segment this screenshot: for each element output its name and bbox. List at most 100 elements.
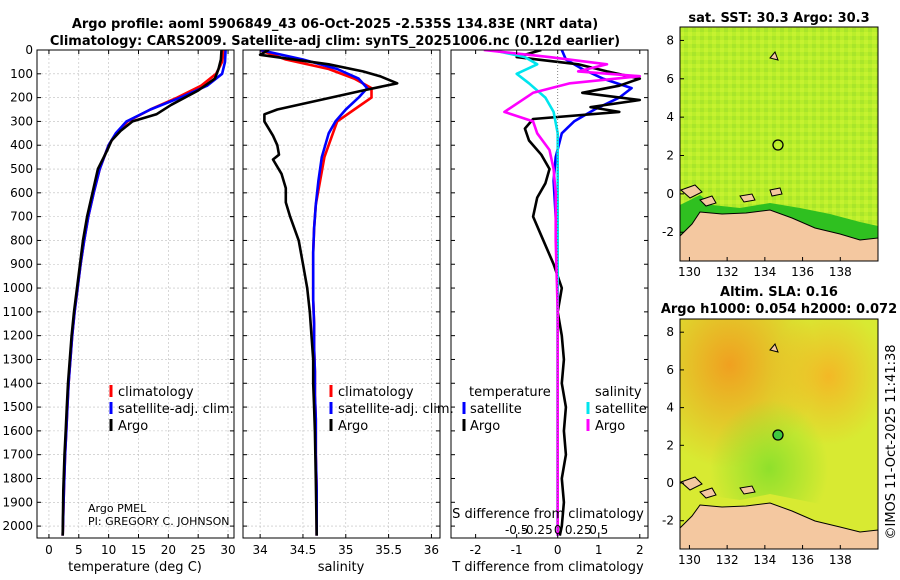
series-argo	[61, 50, 223, 536]
salinity-grid	[243, 49, 440, 538]
s-difference-label: S difference from climatology	[452, 507, 644, 522]
imos-credit: ©IMOS 11-Oct-2025 11:41:38	[884, 344, 899, 539]
y-tick-label: 1100	[2, 305, 33, 319]
sla-map-title1: Altim. SLA: 0.16	[720, 285, 838, 300]
map-y-tick-label: -2	[662, 514, 674, 528]
sal-legend-climatology-label: climatology	[338, 385, 414, 400]
x-tick-label: 34.5	[290, 543, 317, 557]
sst-map-frame	[679, 26, 879, 262]
temperature-grid	[37, 49, 234, 538]
difference-lines	[483, 50, 642, 538]
x-tick-label: 35.5	[375, 543, 402, 557]
pi-name: PI: GREGORY C. JOHNSON	[88, 515, 229, 528]
map-x-tick-label: 136	[791, 265, 814, 279]
map-y-tick-label: 4	[666, 401, 674, 415]
sst-map: sat. SST: 30.3 Argo: 30.3 130 132 134 136 13…	[662, 11, 879, 279]
map-x-tick-label: 132	[716, 553, 739, 567]
sst-map-image	[680, 27, 878, 261]
sst-map-ticks: 130 132 134 136 138 -2 0 2 4 6 8	[662, 33, 852, 279]
diff-legend-s-satellite-label: satellite	[595, 402, 647, 417]
map-y-tick-label: -2	[662, 225, 674, 239]
temperature-frame	[36, 49, 235, 539]
y-tick-label: 1900	[2, 495, 33, 509]
x-tick-label: 5	[75, 543, 83, 557]
x-tick-label: 10	[101, 543, 116, 557]
map-y-tick-label: 4	[666, 110, 674, 124]
temperature-panel: 0 5 10 15 20 25 300100200300400500600700800900…	[2, 43, 235, 575]
x-tick-label: 0	[554, 543, 562, 557]
sla-land-new-guinea	[680, 502, 878, 549]
y-tick-label: 1200	[2, 329, 33, 343]
y-tick-label: 500	[10, 162, 33, 176]
map-x-tick-label: 136	[791, 553, 814, 567]
x-tick-label: 25	[191, 543, 206, 557]
map-x-tick-label: 130	[678, 553, 701, 567]
series-t-argo	[515, 50, 642, 536]
sst-argo-marker	[772, 139, 784, 151]
series-climatology	[61, 50, 226, 536]
sla-islands	[680, 476, 756, 499]
sla-map-ticks: 130 132 134 136 138 -2 0 2 4 6 8	[662, 325, 852, 567]
map-x-tick-label: 134	[753, 553, 776, 567]
map-x-tick-label: 134	[753, 265, 776, 279]
sst-small-island	[769, 51, 779, 61]
sla-map-title2: Argo h1000: 0.054 h2000: 0.072	[661, 302, 897, 317]
s-tick-label: -0.25	[522, 523, 553, 537]
y-tick-label: 2000	[2, 519, 33, 533]
map-y-tick-label: 0	[666, 187, 674, 201]
t-difference-label: T difference from climatology	[451, 560, 644, 575]
x-tick-label: -2	[470, 543, 482, 557]
diff-legend-t-argo-label: Argo	[470, 419, 500, 434]
s-tick-label: -0.5	[505, 523, 528, 537]
x-tick-label: 0	[45, 543, 53, 557]
y-tick-label: 0	[25, 43, 33, 57]
x-tick-label: 2	[636, 543, 644, 557]
sal-legend-satellite-adj-label: satellite-adj. clim.	[338, 402, 454, 417]
salinity-lines	[258, 50, 399, 536]
y-tick-label: 1600	[2, 424, 33, 438]
diff-legend-s-argo-label: Argo	[595, 419, 625, 434]
sla-map-image	[680, 319, 878, 549]
s-tick-label: 0.25	[565, 523, 592, 537]
x-tick-label: 36	[424, 543, 439, 557]
x-tick-label: 1	[595, 543, 603, 557]
x-tick-label: 35	[338, 543, 353, 557]
difference-frame	[450, 49, 649, 539]
map-y-tick-label: 0	[666, 476, 674, 490]
s-tick-label: 0	[554, 523, 562, 537]
x-tick-label: 15	[131, 543, 146, 557]
salinity-legend: climatology satellite-adj. clim. Argo	[329, 385, 454, 434]
legend-argo-label: Argo	[118, 419, 148, 434]
temperature-legend: climatology satellite-adj. clim. Argo	[109, 385, 234, 434]
y-tick-label: 1300	[2, 352, 33, 366]
map-x-tick-label: 130	[678, 265, 701, 279]
figure-title-line2: Climatology: CARS2009. Satellite-adj cli…	[50, 34, 620, 49]
sst-map-title: sat. SST: 30.3 Argo: 30.3	[688, 11, 869, 26]
x-tick-label: 20	[161, 543, 176, 557]
diff-legend-t-satellite-label: satellite	[470, 402, 522, 417]
map-x-tick-label: 132	[716, 265, 739, 279]
sst-land-new-guinea	[680, 209, 878, 261]
map-y-tick-label: 8	[666, 33, 674, 47]
y-tick-label: 1500	[2, 400, 33, 414]
series-argo	[258, 50, 399, 536]
y-tick-label: 400	[10, 138, 33, 152]
y-tick-label: 1400	[2, 376, 33, 390]
difference-panel: -2 -1 0 1 2 -0.5-0.25 0 0.250.5 S difference fr…	[450, 49, 649, 575]
salinity-xlabel: salinity	[318, 560, 365, 575]
sal-legend-argo-label: Argo	[338, 419, 368, 434]
difference-ticks: -2 -1 0 1 2 -0.5-0.25 0 0.250.5	[451, 49, 648, 557]
map-x-tick-label: 138	[829, 553, 852, 567]
sla-argo-marker	[772, 429, 784, 441]
y-tick-label: 600	[10, 186, 33, 200]
temperature-lines	[61, 50, 227, 536]
difference-legend: temperature salinity satellite Argo sate…	[462, 385, 647, 434]
legend-temperature-title: temperature	[469, 385, 551, 400]
sst-islands	[680, 184, 783, 207]
figure-title-line1: Argo profile: aoml 5906849_43 06-Oct-202…	[72, 17, 598, 32]
map-y-tick-label: 8	[666, 325, 674, 339]
map-y-tick-label: 6	[666, 72, 674, 86]
series-satellite-adj-clim-	[259, 50, 369, 536]
y-tick-label: 700	[10, 210, 33, 224]
